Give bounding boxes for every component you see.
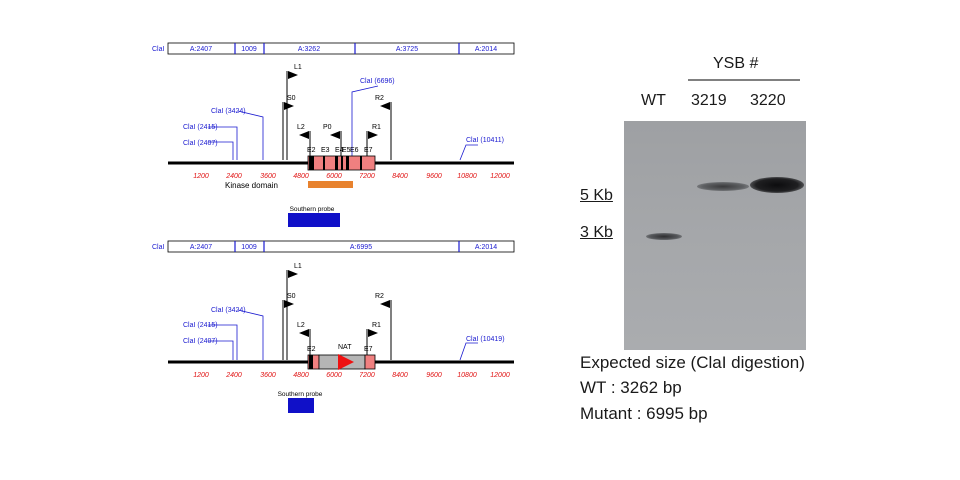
mut-tick-10: 12000	[490, 372, 510, 379]
wt-segment-bar	[167, 42, 515, 55]
wt-tick-4: 4800	[293, 173, 309, 180]
mut-site-10419: ClaI (10419)	[466, 336, 505, 343]
wt-map: ClaI A:2407 1009 A:3262 A:3725 A:2014 Cl…	[152, 42, 515, 227]
mut-primer-l2: L2	[297, 322, 305, 329]
mut-tick-9: 10800	[457, 372, 477, 379]
wt-kinase-domain-bar	[308, 181, 353, 188]
wt-primer-s0: S0	[287, 95, 296, 102]
mut-segment-4: A:2014	[475, 244, 497, 251]
mut-tick-1: 1200	[193, 372, 209, 379]
mut-site-2415: ClaI (2415)	[183, 322, 218, 329]
wt-primer-r1: R1	[372, 124, 381, 131]
wt-tick-3: 3600	[260, 173, 276, 180]
wt-site-10411: ClaI (10411)	[466, 137, 504, 144]
marker-3kb: 3 Kb	[580, 224, 613, 241]
wt-exon-e6: E6	[350, 147, 359, 154]
wt-exon-e2: E2	[307, 147, 316, 154]
ysb-group-label: YSB #	[713, 55, 759, 72]
mut-exon-e7: E7	[364, 346, 373, 353]
wt-segment-clai-label: ClaI	[152, 46, 165, 53]
wt-primer-l1: L1	[294, 64, 302, 71]
wt-primer-p0: P0	[323, 124, 332, 131]
wt-probe-label: Southern probe	[290, 206, 335, 213]
wt-tick-7: 8400	[392, 173, 408, 180]
wt-tick-2: 2400	[225, 173, 242, 180]
wt-tick-9: 10800	[457, 173, 477, 180]
wt-primer-r2: R2	[375, 95, 384, 102]
mut-segment-2: 1009	[241, 244, 257, 251]
wt-primer-l2: L2	[297, 124, 305, 131]
mut-tick-4: 4800	[293, 372, 309, 379]
wt-tick-10: 12000	[490, 173, 510, 180]
band-3219	[697, 182, 749, 191]
wt-southern-probe	[288, 213, 340, 227]
wt-segment-4: A:3725	[396, 46, 418, 53]
band-wt	[646, 233, 682, 240]
mut-primer-l1: L1	[294, 263, 302, 270]
wt-tick-6: 7200	[359, 173, 375, 180]
mut-primer-r2: R2	[375, 293, 384, 300]
mut-primer-r1: R1	[372, 322, 381, 329]
mut-tick-2: 2400	[225, 372, 242, 379]
wt-ticks: 1200 2400 3600 4800 6000 7200 8400 9600 …	[193, 173, 510, 180]
marker-5kb: 5 Kb	[580, 187, 613, 204]
mut-probe-label: Southern probe	[278, 391, 323, 398]
wt-site-2407: ClaI (2407)	[183, 140, 218, 147]
mut-tick-8: 9600	[426, 372, 442, 379]
mut-segment-bar	[167, 240, 515, 253]
wt-exon-e7: E7	[364, 147, 373, 154]
mut-nat-label: NAT	[338, 344, 352, 351]
wt-tick-1: 1200	[193, 173, 209, 180]
wt-segment-3: A:3262	[298, 46, 320, 53]
wt-exon-e3: E3	[321, 147, 330, 154]
mutant-map: ClaI A:2407 1009 A:6995 A:2014 ClaI (240…	[152, 240, 515, 413]
wt-segment-5: A:2014	[475, 46, 497, 53]
mut-site-2407: ClaI (2407)	[183, 338, 218, 345]
wt-segment-1: A:2407	[190, 46, 212, 53]
wt-exon-e5: E5	[342, 147, 351, 154]
mut-ticks: 1200 2400 3600 4800 6000 7200 8400 9600 …	[193, 372, 510, 379]
mut-site-3424: ClaI (3424)	[211, 307, 246, 314]
mut-primer-s0: S0	[287, 293, 296, 300]
wt-tick-8: 9600	[426, 173, 442, 180]
mut-tick-5: 6000	[326, 372, 342, 379]
wt-exon-e4: E4	[335, 147, 344, 154]
mut-tick-7: 8400	[392, 372, 408, 379]
mut-tick-6: 7200	[359, 372, 375, 379]
mut-nat-arrow	[338, 354, 354, 370]
caption-mutant: Mutant : 6995 bp	[580, 404, 708, 423]
wt-site-3424: ClaI (3424)	[211, 108, 246, 115]
mut-segment-3: A:6995	[350, 244, 372, 251]
wt-site-6696: ClaI (6696)	[360, 78, 395, 85]
lane-label-3220: 3220	[750, 92, 786, 109]
mut-segment-1: A:2407	[190, 244, 212, 251]
mut-tick-3: 3600	[260, 372, 276, 379]
wt-kinase-domain-label: Kinase domain	[225, 181, 278, 190]
caption-title: Expected size (ClaI digestion)	[580, 353, 805, 372]
wt-site-2415: ClaI (2415)	[183, 124, 218, 131]
wt-segment-2: 1009	[241, 46, 257, 53]
mut-exon-e2: E2	[307, 346, 316, 353]
southern-blot-gel	[624, 121, 806, 350]
lane-label-3219: 3219	[691, 92, 727, 109]
mut-segment-clai-label: ClaI	[152, 244, 165, 251]
wt-tick-5: 6000	[326, 173, 342, 180]
band-3220	[750, 177, 804, 193]
lane-label-wt: WT	[641, 92, 666, 109]
caption-wt: WT : 3262 bp	[580, 378, 682, 397]
mut-southern-probe	[288, 398, 314, 413]
